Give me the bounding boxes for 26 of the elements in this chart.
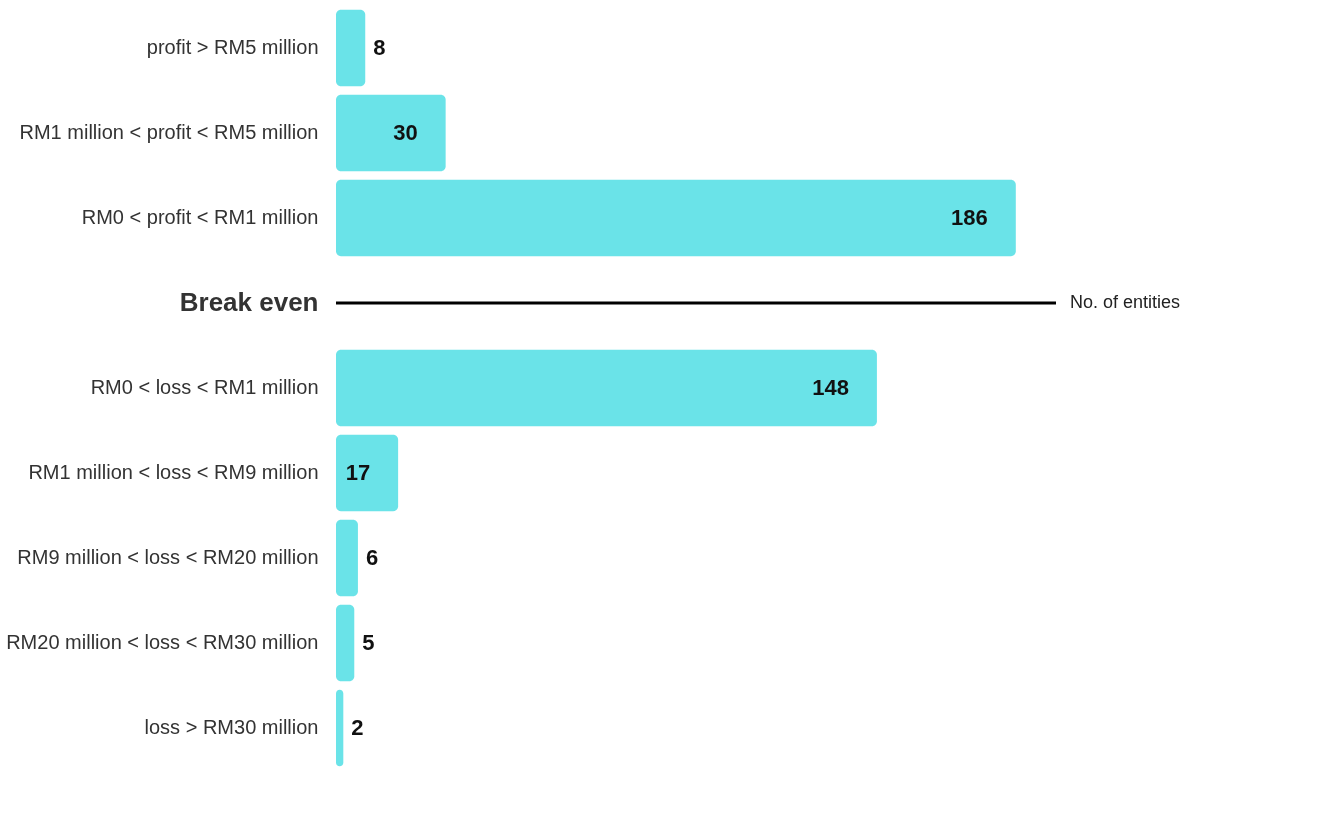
data-label: 5 — [362, 630, 375, 656]
y-tick-label: RM20 million < loss < RM30 million — [6, 631, 319, 654]
data-label: 30 — [393, 119, 418, 145]
ref-line-label: No. of entities — [1070, 291, 1181, 312]
data-label: 148 — [812, 375, 849, 400]
data-label: 8 — [373, 34, 386, 60]
y-tick-label: RM0 < profit < RM1 million — [81, 205, 319, 228]
bar — [336, 689, 344, 767]
bar — [336, 9, 366, 87]
bar — [336, 94, 446, 172]
bar — [336, 349, 877, 427]
data-label: 6 — [365, 545, 379, 571]
bar — [336, 519, 358, 597]
data-label: 17 — [345, 460, 371, 486]
y-tick-label: profit > RM5 million — [146, 35, 319, 58]
y-tick-label: RM1 million < profit < RM5 million — [19, 120, 319, 143]
y-tick-label: RM0 < loss < RM1 million — [90, 376, 319, 398]
y-tick-label: RM1 million < loss < RM9 million — [28, 461, 319, 484]
y-tick-label: RM9 million < loss < RM20 million — [17, 546, 319, 569]
y-tick-label: loss > RM30 million — [144, 716, 319, 739]
bar — [336, 434, 399, 512]
bar — [336, 179, 1016, 257]
bar — [336, 604, 355, 682]
y-tick-label: Break even — [179, 286, 319, 317]
data-label: 2 — [351, 715, 364, 741]
data-label: 186 — [951, 204, 988, 230]
